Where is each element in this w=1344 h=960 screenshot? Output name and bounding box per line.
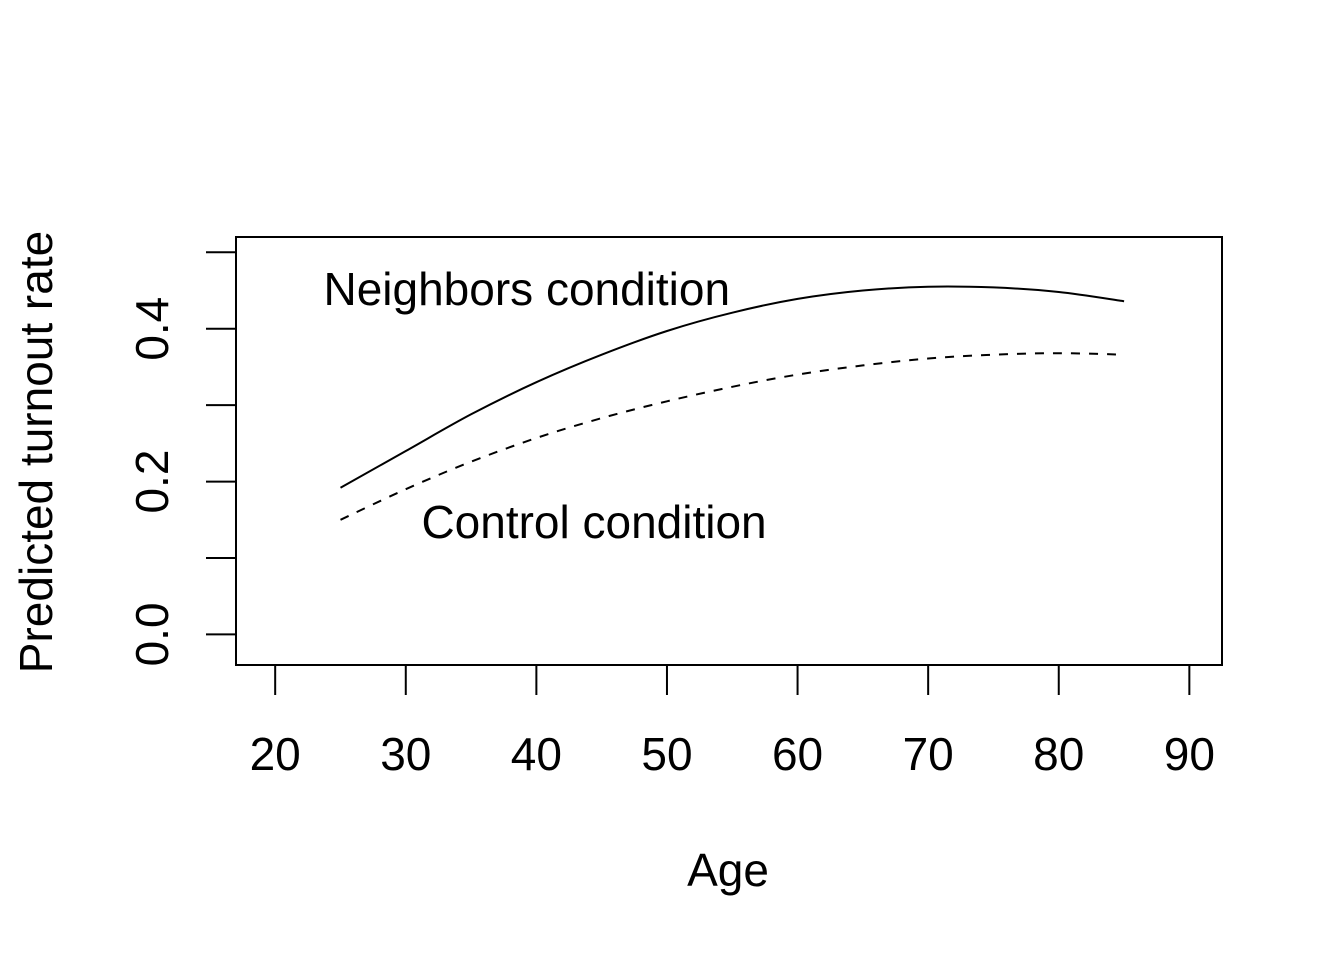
x-tick-label: 20 — [250, 728, 301, 780]
series-layer — [340, 285, 1125, 521]
annotation-neighbors: Neighbors condition — [323, 263, 730, 315]
series-line-control — [340, 352, 1125, 521]
x-tick-label: 30 — [380, 728, 431, 780]
annotation-layer: Neighbors condition Control condition — [323, 263, 766, 548]
y-tick-label: 0.2 — [126, 450, 178, 514]
y-axis: 0.0 0.2 0.4 — [126, 251, 237, 666]
series-line-neighbors — [340, 285, 1125, 489]
y-axis-title: Predicted turnout rate — [10, 231, 62, 673]
y-tick-label: 0.4 — [126, 297, 178, 361]
x-tick-label: 70 — [903, 728, 954, 780]
x-axis-title: Age — [687, 844, 769, 896]
x-tick-label: 50 — [641, 728, 692, 780]
x-tick-label: 80 — [1033, 728, 1084, 780]
y-tick-label: 0.0 — [126, 602, 178, 666]
x-tick-label: 90 — [1164, 728, 1215, 780]
x-tick-label: 60 — [772, 728, 823, 780]
x-tick-label: 40 — [511, 728, 562, 780]
x-axis: 20 30 40 50 60 70 80 90 — [250, 664, 1215, 780]
annotation-control: Control condition — [421, 496, 766, 548]
